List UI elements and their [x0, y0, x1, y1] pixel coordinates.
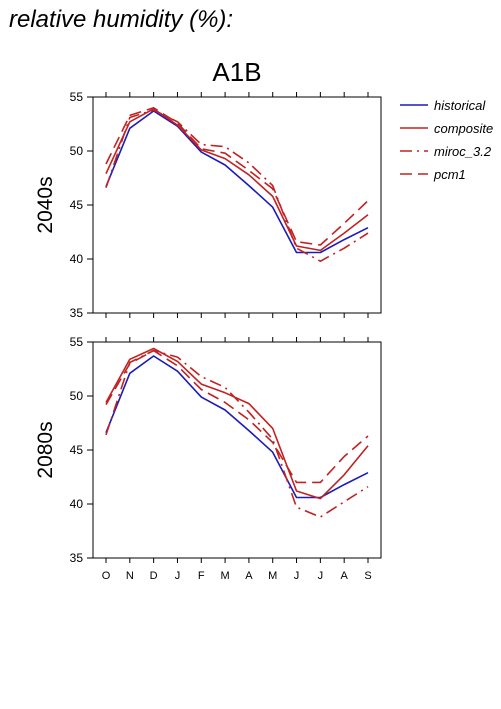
- series-line-pcm1: [105, 349, 369, 484]
- y-tick-label: 40: [70, 252, 84, 266]
- y-axis-label: 2040s: [34, 176, 57, 233]
- x-tick-label: M: [268, 570, 277, 582]
- legend-item-miroc-3-2: miroc_3.2: [400, 144, 492, 159]
- y-tick-label: 35: [70, 551, 84, 565]
- x-tick-label: A: [341, 570, 349, 582]
- legend-item-historical: historical: [400, 98, 486, 113]
- x-tick-label: J: [318, 570, 324, 582]
- series-line-historical: [105, 110, 369, 254]
- x-tick-label: S: [364, 570, 371, 582]
- figure-title: relative humidity (%):: [9, 6, 234, 33]
- x-tick-label: D: [150, 570, 158, 582]
- y-tick-label: 50: [70, 389, 84, 403]
- y-tick-label: 50: [70, 144, 84, 158]
- x-tick-label: N: [126, 570, 134, 582]
- panel-2040s: 35 40 45 50 55 2040s: [34, 90, 382, 320]
- x-tick-label: M: [221, 570, 230, 582]
- scenario-title: A1B: [212, 57, 261, 87]
- series-line-pcm1: [105, 107, 369, 246]
- legend-label: composite: [434, 121, 493, 136]
- plot-frame: [92, 96, 382, 314]
- legend-item-composite: composite: [400, 121, 493, 136]
- series-line-composite: [105, 108, 369, 252]
- series-line-historical: [105, 355, 369, 499]
- series-line-miroc-3-2: [105, 109, 369, 263]
- y-tick-label: 55: [70, 90, 84, 104]
- legend-label: historical: [434, 98, 486, 113]
- x-tick-label: F: [198, 570, 205, 582]
- legend-label: pcm1: [433, 167, 466, 182]
- x-tick-label: J: [175, 570, 181, 582]
- y-axis-label: 2080s: [34, 421, 57, 478]
- plot-frame: [92, 341, 382, 559]
- legend-label: miroc_3.2: [434, 144, 492, 159]
- y-tick-label: 40: [70, 497, 84, 511]
- panel-2080s: 35 40 45 50 55 O N D J F M A M J J A S 2080s: [34, 335, 382, 582]
- y-tick-label: 45: [70, 443, 84, 457]
- chart-panels: 35 40 45 50 55 2040s 35 40 45 50 55 O N D J F M A M J J A S 208…: [34, 90, 382, 582]
- x-tick-label: O: [102, 570, 111, 582]
- y-tick-label: 35: [70, 306, 84, 320]
- y-tick-label: 55: [70, 335, 84, 349]
- legend-item-pcm1: pcm1: [400, 167, 466, 182]
- legend: historical composite miroc_3.2 pcm1: [400, 98, 493, 182]
- series-line-composite: [105, 347, 369, 500]
- x-tick-label: A: [245, 570, 253, 582]
- x-tick-label: J: [294, 570, 300, 582]
- series-line-miroc-3-2: [105, 349, 369, 518]
- y-tick-label: 45: [70, 198, 84, 212]
